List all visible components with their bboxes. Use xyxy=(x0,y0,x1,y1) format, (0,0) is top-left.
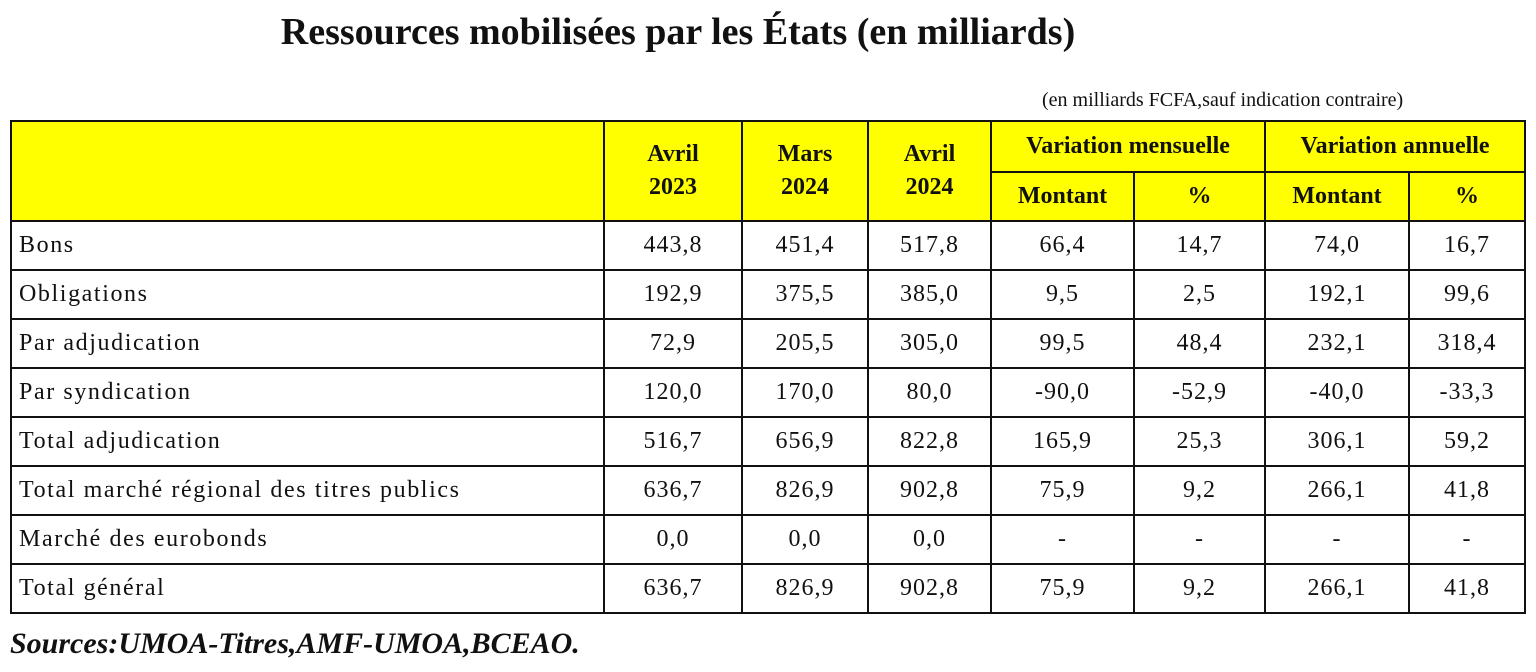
table-cell: 99,5 xyxy=(990,318,1135,369)
row-label: Total adjudication xyxy=(10,416,605,467)
unit-note: (en milliards FCFA,sauf indication contr… xyxy=(1042,89,1404,111)
header-period-2: Mars 2024 xyxy=(741,120,869,222)
header-period-3: Avril 2024 xyxy=(867,120,992,222)
table-cell: 72,9 xyxy=(603,318,743,369)
table-row: Par adjudication 72,9 205,5 305,0 99,5 48,4 23… xyxy=(10,318,1527,369)
row-label: Total général xyxy=(10,563,605,614)
table-cell: -40,0 xyxy=(1264,367,1410,418)
row-label: Par syndication xyxy=(10,367,605,418)
table-cell: 656,9 xyxy=(741,416,869,467)
table-cell: 0,0 xyxy=(741,514,869,565)
table-cell: 75,9 xyxy=(990,465,1135,516)
table-cell: 266,1 xyxy=(1264,465,1410,516)
table-cell: 9,2 xyxy=(1133,465,1266,516)
table-cell: 192,1 xyxy=(1264,269,1410,320)
sources-note: Sources:UMOA-Titres,AMF-UMOA,BCEAO. xyxy=(10,627,580,660)
table-cell: 902,8 xyxy=(867,563,992,614)
table-row: Total adjudication 516,7 656,9 822,8 165,9 25… xyxy=(10,416,1527,467)
row-label: Bons xyxy=(10,220,605,271)
resources-table: Avril 2023 Mars 2024 Avril 2024 Variatio… xyxy=(10,120,1527,614)
table-cell: 9,2 xyxy=(1133,563,1266,614)
table-row: Marché des eurobonds 0,0 0,0 0,0- - - - xyxy=(10,514,1527,565)
table-cell: 822,8 xyxy=(867,416,992,467)
table-cell: 205,5 xyxy=(741,318,869,369)
table-cell: -33,3 xyxy=(1407,367,1527,418)
table-cell: 318,4 xyxy=(1407,318,1527,369)
table-cell: 75,9 xyxy=(990,563,1135,614)
table-cell: 170,0 xyxy=(741,367,869,418)
header-blank-cell xyxy=(10,120,605,222)
table-cell: 192,9 xyxy=(603,269,743,320)
table-cell: - xyxy=(990,514,1135,565)
table-cell: 636,7 xyxy=(603,563,743,614)
table-cell: 120,0 xyxy=(603,367,743,418)
row-label: Obligations xyxy=(10,269,605,320)
table-cell: 902,8 xyxy=(867,465,992,516)
table-cell: 66,4 xyxy=(990,220,1135,271)
table-cell: 41,8 xyxy=(1407,563,1527,614)
table-cell: 826,9 xyxy=(741,563,869,614)
table-cell: 375,5 xyxy=(741,269,869,320)
table-row: Total général 636,7 826,9 902,8 75,9 9,2 266,1… xyxy=(10,563,1527,614)
row-label: Par adjudication xyxy=(10,318,605,369)
table-body: Bons 443,8 451,4 517,8 66,4 14,7 74,0 16,7 Oblig… xyxy=(10,220,1527,614)
table-cell: -52,9 xyxy=(1133,367,1266,418)
subheader-annual-percent: % xyxy=(1407,171,1527,222)
table-cell: 516,7 xyxy=(603,416,743,467)
table-cell: - xyxy=(1264,514,1410,565)
page-title: Ressources mobilisées par les États (en … xyxy=(280,11,1076,53)
table-cell: 305,0 xyxy=(867,318,992,369)
table-cell: 9,5 xyxy=(990,269,1135,320)
table-cell: 0,0 xyxy=(603,514,743,565)
table-cell: 80,0 xyxy=(867,367,992,418)
table-row: Obligations 192,9 375,5 385,0 9,5 2,5 192,1 99,… xyxy=(10,269,1527,320)
table-cell: 2,5 xyxy=(1133,269,1266,320)
table-cell: 74,0 xyxy=(1264,220,1410,271)
table-cell: 451,4 xyxy=(741,220,869,271)
table-row: Par syndication 120,0 170,0 80,0 -90,0 -52,9-… xyxy=(10,367,1527,418)
table-row: Bons 443,8 451,4 517,8 66,4 14,7 74,0 16,7 xyxy=(10,220,1527,271)
table-cell: 306,1 xyxy=(1264,416,1410,467)
table-cell: 99,6 xyxy=(1407,269,1527,320)
table-cell: - xyxy=(1407,514,1527,565)
table-row: Total marché régional des titres publics… xyxy=(10,465,1527,516)
table-cell: 266,1 xyxy=(1264,563,1410,614)
table-cell: 0,0 xyxy=(867,514,992,565)
subheader-annual-amount: Montant xyxy=(1264,171,1410,222)
table-cell: 48,4 xyxy=(1133,318,1266,369)
table-cell: -90,0 xyxy=(990,367,1135,418)
table-cell: 443,8 xyxy=(603,220,743,271)
table-cell: - xyxy=(1133,514,1266,565)
row-label: Marché des eurobonds xyxy=(10,514,605,565)
table-cell: 59,2 xyxy=(1407,416,1527,467)
header-group-monthly: Variation mensuelle xyxy=(990,120,1266,173)
table-cell: 385,0 xyxy=(867,269,992,320)
table-cell: 16,7 xyxy=(1407,220,1527,271)
table-cell: 165,9 xyxy=(990,416,1135,467)
subheader-monthly-amount: Montant xyxy=(990,171,1135,222)
table-cell: 25,3 xyxy=(1133,416,1266,467)
table-cell: 517,8 xyxy=(867,220,992,271)
table-cell: 232,1 xyxy=(1264,318,1410,369)
table-cell: 636,7 xyxy=(603,465,743,516)
table-cell: 826,9 xyxy=(741,465,869,516)
subheader-monthly-percent: % xyxy=(1133,171,1266,222)
row-label: Total marché régional des titres publics xyxy=(10,465,605,516)
header-period-1: Avril 2023 xyxy=(603,120,743,222)
table-cell: 41,8 xyxy=(1407,465,1527,516)
table-cell: 14,7 xyxy=(1133,220,1266,271)
header-group-annual: Variation annuelle xyxy=(1263,120,1527,173)
